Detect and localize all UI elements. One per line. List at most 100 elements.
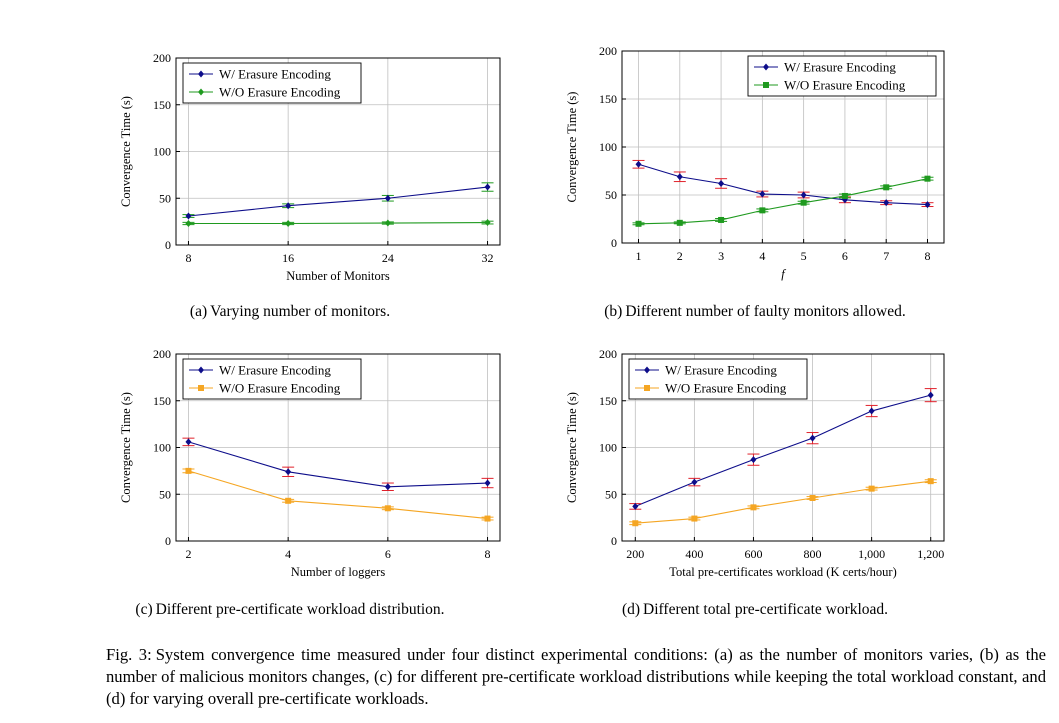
chart-b-legend-label-0: W/ Erasure Encoding bbox=[784, 60, 896, 75]
chart-b-xtick-label-5: 6 bbox=[842, 249, 848, 263]
chart-d-ytick-label-0: 0 bbox=[611, 534, 617, 548]
chart-b-series-0-point-0 bbox=[635, 160, 642, 168]
chart-a-series-1-line bbox=[188, 222, 488, 225]
chart-c-legend: W/ Erasure Encoding W/O Erasure Encoding bbox=[182, 358, 362, 400]
chart-d-series-1-point-4 bbox=[868, 485, 875, 492]
chart-b-xtick-label-3: 4 bbox=[759, 249, 765, 263]
chart-d-legend-swatch-marker-1 bbox=[644, 385, 650, 391]
chart-c-series-0-point-2 bbox=[384, 483, 391, 491]
chart-c-xtick-label-0: 2 bbox=[185, 547, 191, 561]
subcaption-c: (c) Different pre-certificate workload di… bbox=[80, 601, 500, 619]
chart-b-series-0-point-3 bbox=[759, 190, 766, 198]
subcaption-b-label: (b) bbox=[604, 303, 623, 320]
chart-a-series-0-point-3 bbox=[484, 183, 491, 191]
subcaption-a-text: Varying number of monitors. bbox=[210, 303, 391, 320]
chart-d-ylabel: Convergence Time (s) bbox=[565, 392, 579, 503]
chart-b-ytick-label-1: 50 bbox=[605, 188, 617, 202]
chart-d-xtick-label-3: 800 bbox=[804, 547, 822, 561]
chart-c-series-0-point-1 bbox=[285, 468, 292, 476]
chart-d-ytick-label-3: 150 bbox=[599, 394, 617, 408]
chart-a-ytick-label-4: 200 bbox=[153, 51, 171, 65]
chart-b-series-1-point-6 bbox=[883, 184, 890, 191]
chart-d-series-0-point-1 bbox=[691, 478, 698, 486]
chart-c-ytick-label-4: 200 bbox=[153, 347, 171, 361]
chart-a-ytick-label-0: 0 bbox=[165, 238, 171, 252]
chart-b-series-1-point-0 bbox=[635, 220, 642, 227]
chart-d-series-0-point-3 bbox=[809, 434, 816, 442]
chart-panel-d: 0 50 100 150 200 200 400 600 800 1,000 1,200 Total … bbox=[545, 347, 965, 619]
chart-d-series-1-point-0 bbox=[632, 520, 639, 527]
chart-d-series-1-point-5 bbox=[927, 478, 934, 485]
chart-b-xtick-label-6: 7 bbox=[883, 249, 889, 263]
figure-caption-label: Fig. 3: bbox=[106, 645, 152, 664]
subcaption-d: (d) Different total pre-certificate workl… bbox=[545, 601, 965, 619]
chart-d-ytick-label-1: 50 bbox=[605, 487, 617, 501]
chart-c-series-1-line bbox=[188, 470, 488, 520]
chart-b-xtick-label-4: 5 bbox=[801, 249, 807, 263]
chart-d-legend-label-1: W/O Erasure Encoding bbox=[665, 381, 787, 396]
subcaption-d-label: (d) bbox=[621, 601, 641, 618]
chart-a-series-0-point-1 bbox=[285, 202, 292, 210]
chart-c-series-1-point-2 bbox=[384, 505, 391, 512]
chart-b-series-1-point-4 bbox=[800, 199, 807, 206]
chart-panel-b: 0 50 100 150 200 1 2 3 4 5 6 7 8 f Convergence Time (s… bbox=[0, 0, 1059, 330]
chart-d-legend-box bbox=[628, 358, 808, 400]
chart-d-xtick-label-1: 400 bbox=[685, 547, 703, 561]
chart-a-series-1-point-2 bbox=[384, 219, 391, 227]
chart-d-xtick-label-0: 200 bbox=[626, 547, 644, 561]
subcaption-c-text: Different pre-certificate workload distr… bbox=[155, 601, 445, 618]
chart-a-legend-label-1: W/O Erasure Encoding bbox=[219, 85, 341, 100]
figure-caption: Fig. 3: System convergence time measured … bbox=[106, 644, 1046, 710]
subcaption-b: (b) Different number of faulty monitors a… bbox=[545, 303, 965, 321]
subcaption-b-text: Different number of faulty monitors allo… bbox=[625, 303, 906, 320]
chart-d-series-1-line bbox=[635, 480, 931, 524]
chart-b-xtick-label-2: 3 bbox=[718, 249, 724, 263]
chart-a-legend: W/ Erasure Encoding W/O Erasure Encoding bbox=[182, 62, 362, 104]
chart-c-xtick-label-1: 4 bbox=[285, 547, 291, 561]
chart-d-legend: W/ Erasure Encoding W/O Erasure Encoding bbox=[628, 358, 808, 400]
chart-a-legend-swatch-marker-1 bbox=[198, 88, 204, 96]
subcaption-a: (a) Varying number of monitors. bbox=[80, 303, 500, 321]
chart-a-xlabel: Number of Monitors bbox=[286, 269, 390, 283]
chart-b-series-1-point-2 bbox=[718, 216, 725, 223]
chart-d-ytick-label-2: 100 bbox=[599, 441, 617, 455]
chart-d-xlabel: Total pre-certificates workload (K certs… bbox=[669, 565, 897, 579]
chart-panel-a: 0 50 100 150 200 8 16 24 32 Number of Monitors Con… bbox=[0, 0, 530, 330]
chart-b-legend-swatch-marker-0 bbox=[763, 63, 769, 71]
chart-c-legend-label-1: W/O Erasure Encoding bbox=[219, 381, 341, 396]
chart-d-ytick-label-4: 200 bbox=[599, 347, 617, 361]
chart-c-legend-swatch-marker-1 bbox=[198, 385, 204, 391]
chart-d-series-1-point-1 bbox=[691, 515, 698, 522]
chart-b-xlabel: f bbox=[781, 267, 786, 281]
chart-a-legend-label-0: W/ Erasure Encoding bbox=[219, 67, 331, 82]
chart-c-xtick-label-2: 6 bbox=[385, 547, 391, 561]
chart-c-ytick-label-2: 100 bbox=[153, 441, 171, 455]
chart-b-ytick-label-4: 200 bbox=[599, 44, 617, 58]
subcaption-c-label: (c) bbox=[135, 601, 153, 618]
chart-a-xtick-label-1: 16 bbox=[282, 251, 294, 265]
chart-d-legend-swatch-marker-0 bbox=[644, 366, 650, 374]
figure-caption-text: System convergence time measured under f… bbox=[106, 645, 1047, 708]
chart-d-series-0-point-5 bbox=[927, 391, 934, 399]
chart-c-xtick-label-3: 8 bbox=[485, 547, 491, 561]
chart-d-series-1-point-3 bbox=[809, 494, 816, 501]
chart-c-legend-label-0: W/ Erasure Encoding bbox=[219, 363, 331, 378]
chart-c-series-1-point-3 bbox=[484, 515, 491, 522]
chart-c-xlabel: Number of loggers bbox=[291, 565, 386, 579]
chart-b-legend-label-1: W/O Erasure Encoding bbox=[784, 78, 906, 93]
chart-d-series-0-point-4 bbox=[868, 407, 875, 415]
chart-b-legend: W/ Erasure Encoding W/O Erasure Encoding bbox=[747, 55, 937, 97]
chart-c-ytick-label-3: 150 bbox=[153, 394, 171, 408]
chart-b-series-0-point-1 bbox=[676, 173, 683, 181]
chart-b-series-0-point-7 bbox=[924, 201, 931, 209]
subcaption-a-label: (a) bbox=[189, 303, 208, 320]
chart-d-series-0-line bbox=[635, 394, 931, 507]
subcaption-d-text: Different total pre-certificate workload… bbox=[643, 601, 889, 618]
chart-b-series-1-point-5 bbox=[841, 192, 848, 199]
chart-c-series-1-point-0 bbox=[185, 467, 192, 474]
chart-a-ytick-label-2: 100 bbox=[153, 145, 171, 159]
chart-a-ytick-label-3: 150 bbox=[153, 98, 171, 112]
chart-b-series-0-point-2 bbox=[718, 179, 725, 187]
chart-a-ytick-label-1: 50 bbox=[159, 191, 171, 205]
chart-d-legend-label-0: W/ Erasure Encoding bbox=[665, 363, 777, 378]
